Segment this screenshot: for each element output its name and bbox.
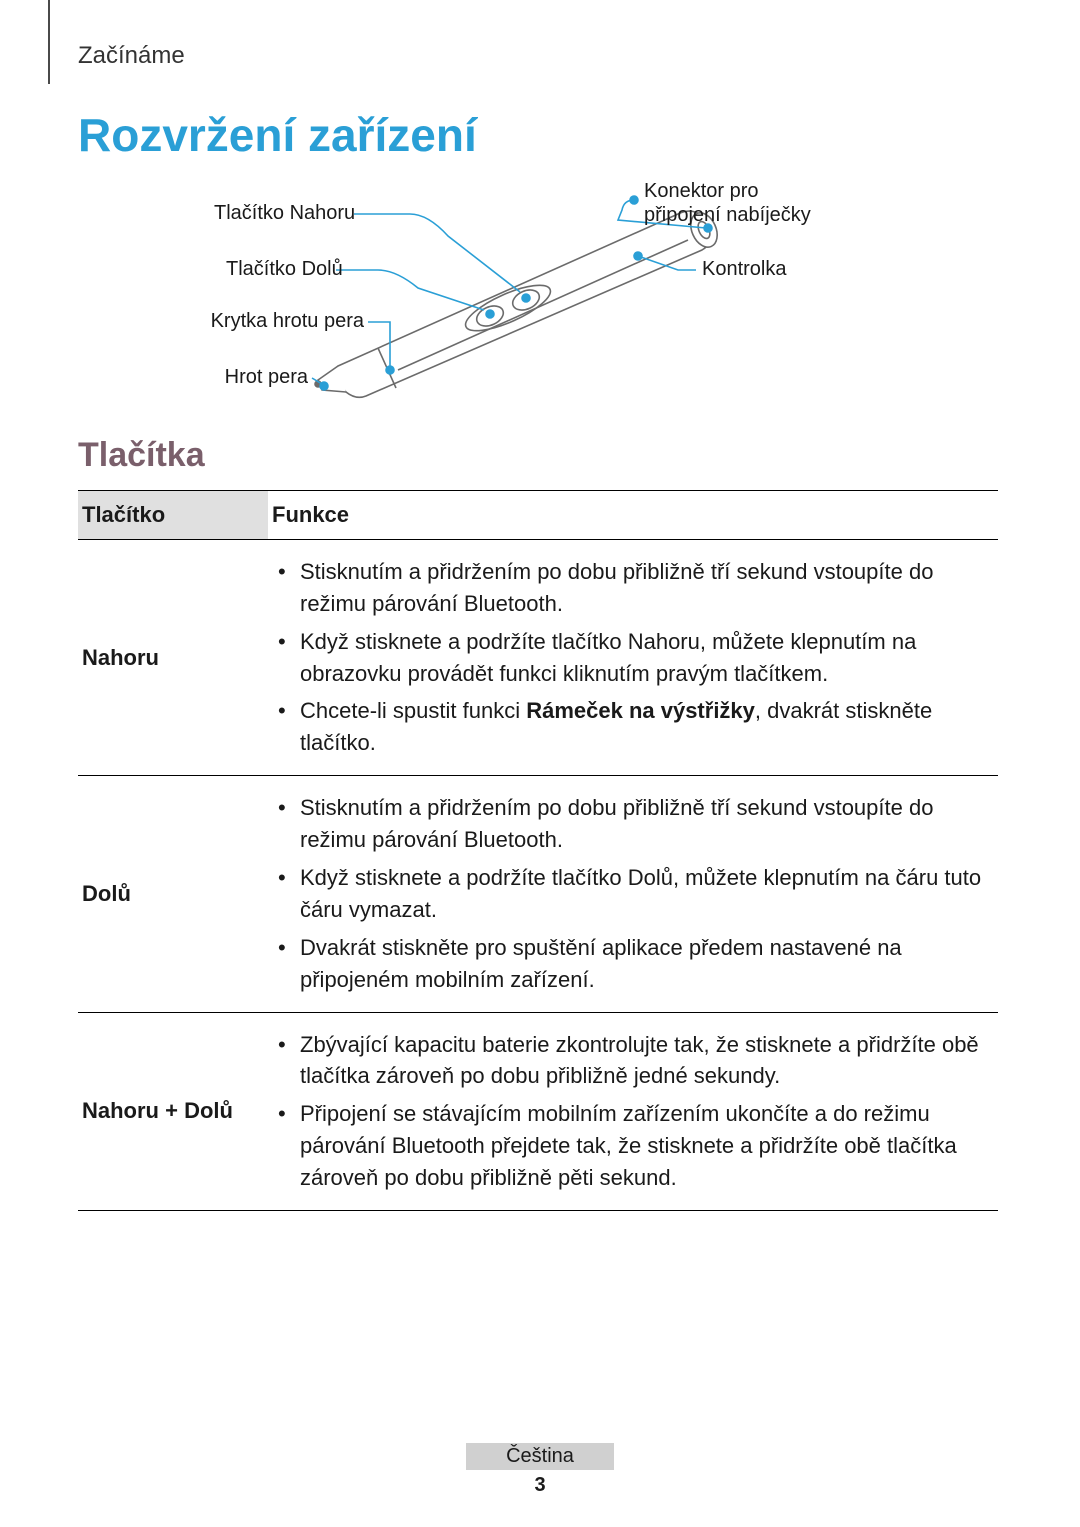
list-item: Chcete-li spustit funkci Rámeček na výst…	[272, 695, 992, 759]
list-item: Připojení se stávajícím mobilním zařízen…	[272, 1098, 992, 1194]
footer-language: Čeština	[466, 1443, 614, 1470]
label-indicator: Kontrolka	[702, 258, 787, 281]
label-up-button: Tlačítko Nahoru	[214, 202, 352, 225]
footer-page-number: 3	[0, 1474, 1080, 1497]
list-item: Zbývající kapacitu baterie zkontrolujte …	[272, 1029, 992, 1093]
label-down-button: Tlačítko Dolů	[226, 258, 336, 281]
label-cap: Krytka hrotu pera	[204, 310, 364, 333]
list-item: Stisknutím a přidržením po dobu přibližn…	[272, 556, 992, 620]
table-row-functions: Stisknutím a přidržením po dobu přibližn…	[268, 776, 998, 1012]
table-row-label: Nahoru + Dolů	[78, 1012, 268, 1210]
table-row-functions: Zbývající kapacitu baterie zkontrolujte …	[268, 1012, 998, 1210]
table-header-button: Tlačítko	[78, 491, 268, 540]
list-item: Stisknutím a přidržením po dobu přibližn…	[272, 792, 992, 856]
page-title: Rozvržení zařízení	[78, 108, 477, 162]
label-connector-l1: Konektor pro	[644, 180, 759, 203]
table-row-label: Dolů	[78, 776, 268, 1012]
subheading-buttons: Tlačítka	[78, 436, 205, 475]
section-label: Začínáme	[78, 42, 185, 70]
list-item: Když stisknete a podržíte tlačítko Dolů,…	[272, 862, 992, 926]
table-header-function: Funkce	[268, 491, 998, 540]
list-item: Když stisknete a podržíte tlačítko Nahor…	[272, 626, 992, 690]
header-rule	[48, 0, 50, 84]
table-row-functions: Stisknutím a přidržením po dobu přibližn…	[268, 539, 998, 775]
device-diagram: Tlačítko Nahoru Tlačítko Dolů Krytka hro…	[78, 170, 998, 410]
list-item: Dvakrát stiskněte pro spuštění aplikace …	[272, 932, 992, 996]
page-footer: Čeština 3	[0, 1443, 1080, 1497]
label-connector-l2: připojení nabíječky	[644, 204, 811, 227]
label-tip: Hrot pera	[224, 366, 308, 389]
buttons-table: Tlačítko Funkce NahoruStisknutím a přidr…	[78, 490, 998, 1211]
table-row-label: Nahoru	[78, 539, 268, 775]
